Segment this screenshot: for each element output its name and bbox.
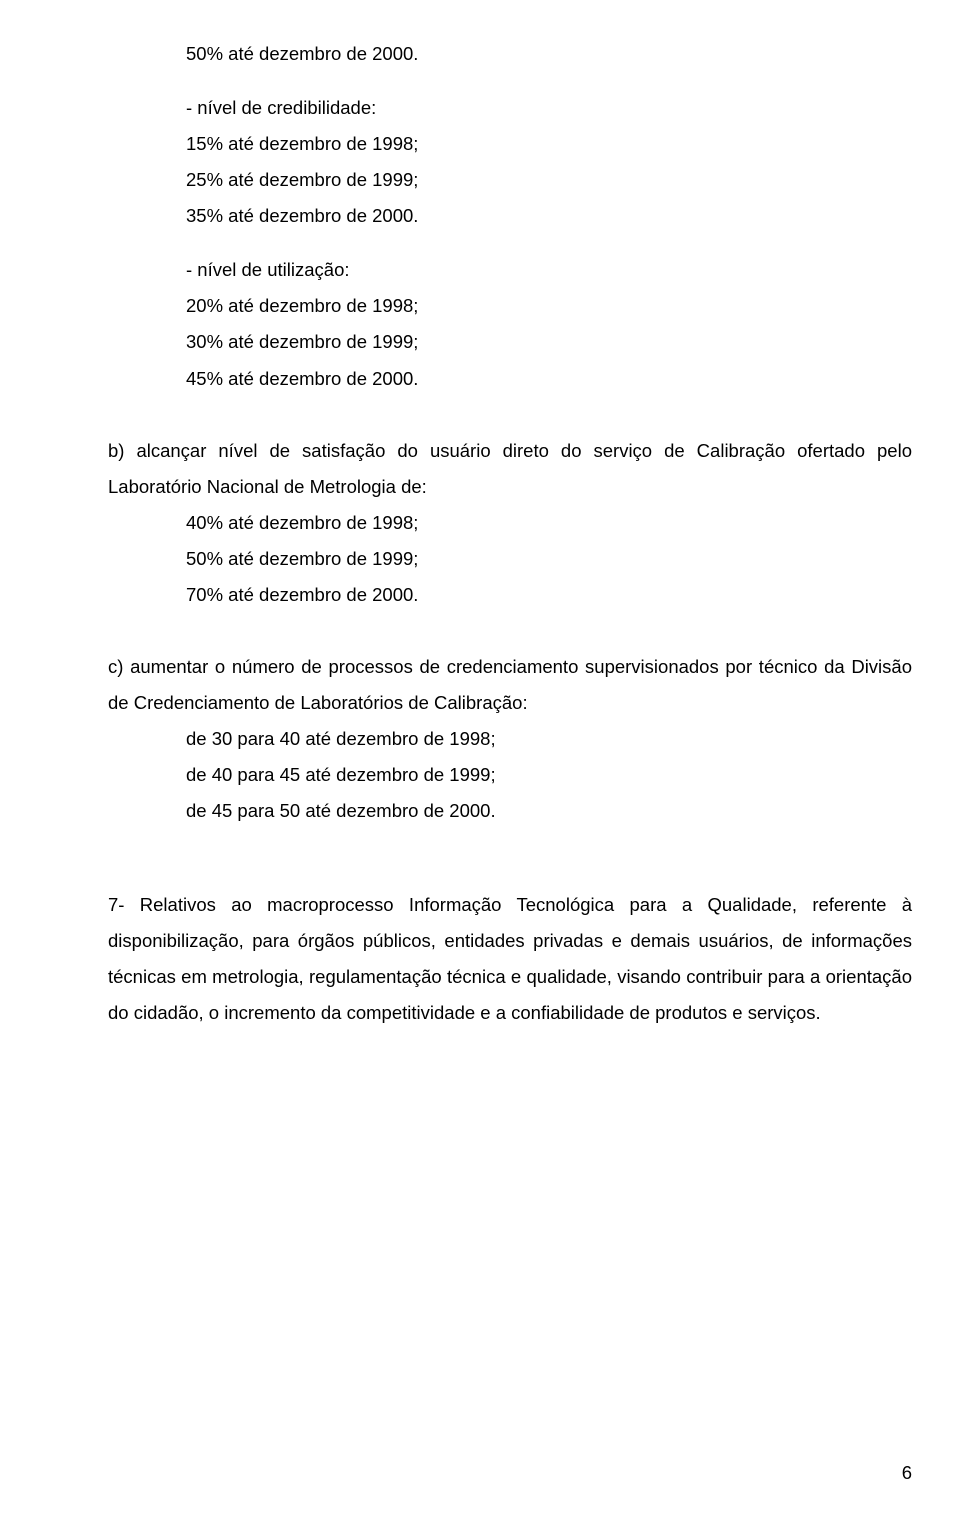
body-text: c) aumentar o número de processos de cre… <box>108 649 912 721</box>
list-item: 45% até dezembro de 2000. <box>186 361 912 397</box>
body-text: b) alcançar nível de satisfação do usuár… <box>108 433 912 505</box>
list-item: 20% até dezembro de 1998; <box>186 288 912 324</box>
credibilidade-block: - nível de credibilidade: 15% até dezemb… <box>108 90 912 234</box>
list-item: 25% até dezembro de 1999; <box>186 162 912 198</box>
list-item: 40% até dezembro de 1998; <box>186 505 912 541</box>
list-item: de 45 para 50 até dezembro de 2000. <box>186 793 912 829</box>
section-c-list: de 30 para 40 até dezembro de 1998; de 4… <box>108 721 912 829</box>
list-item: 70% até dezembro de 2000. <box>186 577 912 613</box>
list-item: 15% até dezembro de 1998; <box>186 126 912 162</box>
document-page: 50% até dezembro de 2000. - nível de cre… <box>0 0 960 1521</box>
section-b-list: 40% até dezembro de 1998; 50% até dezemb… <box>108 505 912 613</box>
section-7-paragraph: 7- Relativos ao macroprocesso Informação… <box>108 887 912 1031</box>
list-heading: - nível de credibilidade: <box>186 90 912 126</box>
list-item: de 40 para 45 até dezembro de 1999; <box>186 757 912 793</box>
list-item: 30% até dezembro de 1999; <box>186 324 912 360</box>
list-item: 50% até dezembro de 1999; <box>186 541 912 577</box>
list-item: de 30 para 40 até dezembro de 1998; <box>186 721 912 757</box>
body-text: 50% até dezembro de 2000. <box>186 36 912 72</box>
top-continuation-block: 50% até dezembro de 2000. <box>108 36 912 72</box>
list-item: 35% até dezembro de 2000. <box>186 198 912 234</box>
section-b: b) alcançar nível de satisfação do usuár… <box>108 433 912 613</box>
list-heading: - nível de utilização: <box>186 252 912 288</box>
utilizacao-block: - nível de utilização: 20% até dezembro … <box>108 252 912 396</box>
section-c: c) aumentar o número de processos de cre… <box>108 649 912 829</box>
page-number: 6 <box>902 1455 912 1491</box>
